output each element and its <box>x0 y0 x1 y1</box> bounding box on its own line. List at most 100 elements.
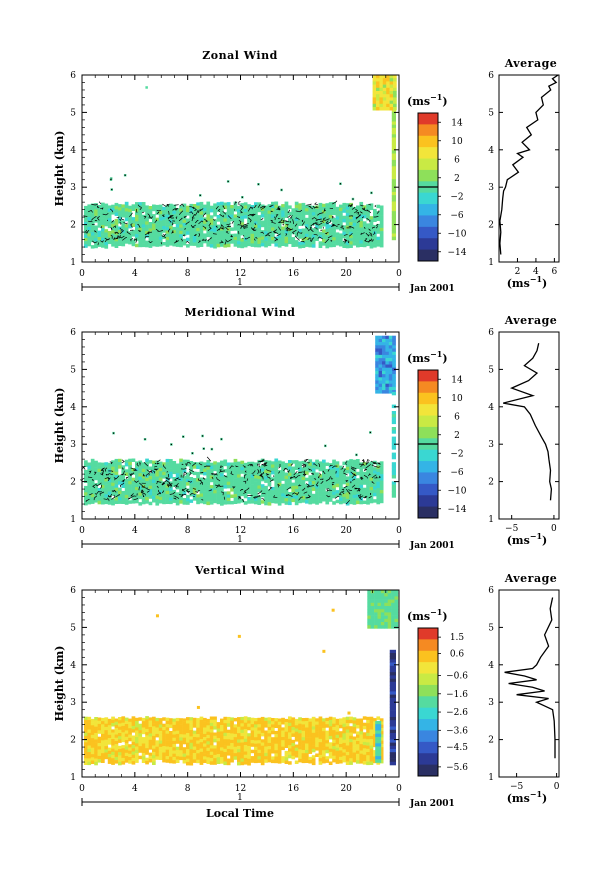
heatmap-cell <box>135 221 139 225</box>
heatmap-cell <box>118 726 122 731</box>
heatmap-cell <box>104 216 109 220</box>
heatmap-cell <box>209 754 214 759</box>
heatmap-cell <box>257 227 262 232</box>
contour-line <box>173 477 179 481</box>
contour-line <box>215 205 219 210</box>
heatmap-cell <box>196 212 200 216</box>
contour-line <box>277 483 280 488</box>
heatmap-cell <box>375 756 382 760</box>
heatmap-cell <box>118 490 122 495</box>
heatmap-cell <box>332 491 336 496</box>
contour-line <box>361 207 366 210</box>
heatmap-cell <box>267 217 272 221</box>
heatmap-cell <box>165 211 170 215</box>
contour-line <box>112 225 116 228</box>
heatmap-cell <box>335 757 340 761</box>
contour-line <box>119 218 122 221</box>
contour-line <box>295 217 300 220</box>
contour-line <box>332 465 338 469</box>
heatmap-cell <box>152 719 156 724</box>
heatmap-cell <box>267 752 272 756</box>
heatmap-cell <box>220 201 224 206</box>
heatmap-cell <box>376 81 380 85</box>
contour-line <box>147 213 150 219</box>
heatmap-cell <box>349 732 353 737</box>
heatmap-cell <box>145 481 149 485</box>
heatmap-cell <box>226 214 231 219</box>
heatmap-cell <box>366 204 370 208</box>
profile-x-tick-label: 2 <box>515 267 521 277</box>
heatmap-cell <box>114 458 119 463</box>
heatmap-cell <box>288 469 292 474</box>
heatmap-cell <box>393 87 397 92</box>
heatmap-cell <box>315 721 319 725</box>
heatmap-cell <box>345 225 350 230</box>
heatmap-cell <box>141 759 146 763</box>
heatmap-cell <box>135 727 139 731</box>
heatmap-cell <box>260 230 265 234</box>
contour-line <box>273 475 275 478</box>
heatmap-cell <box>237 477 241 482</box>
heatmap-cell <box>145 86 148 89</box>
heatmap-cell <box>264 498 268 503</box>
heatmap-cell <box>271 759 275 764</box>
heatmap-cell <box>230 205 234 209</box>
heatmap-cell <box>388 345 393 349</box>
heatmap-cell <box>385 342 390 346</box>
heatmap-cell <box>213 480 217 484</box>
heatmap-cell <box>322 235 326 240</box>
contour-line <box>252 226 256 231</box>
contour-line <box>85 498 90 503</box>
contour-line <box>243 224 248 227</box>
heatmap-cell <box>391 411 396 415</box>
heatmap-cell <box>97 500 102 505</box>
heatmap-cell <box>328 498 333 502</box>
heatmap-cell <box>172 233 177 237</box>
heatmap-cell <box>209 729 214 733</box>
heatmap-cell <box>135 218 139 222</box>
heatmap-cell <box>393 100 397 105</box>
heatmap-cell <box>369 467 374 472</box>
heatmap-cell <box>192 724 197 728</box>
heatmap-cell <box>356 211 360 216</box>
heatmap-cell <box>349 465 353 469</box>
heatmap-cell <box>220 760 224 764</box>
heatmap-cell <box>359 201 364 206</box>
heatmap-cell <box>391 163 396 167</box>
heatmap-cell <box>118 478 122 482</box>
heatmap-cell <box>223 478 228 483</box>
heatmap-cell <box>101 737 105 741</box>
heatmap-cell <box>391 214 396 218</box>
heatmap-cell <box>301 740 306 744</box>
heatmap-cell <box>131 735 136 739</box>
heatmap-cell <box>138 733 143 737</box>
heatmap-cell <box>294 501 299 506</box>
profile-unit-sup: −1 <box>530 531 542 541</box>
heatmap-cell <box>152 463 156 468</box>
heatmap-cell <box>233 462 238 466</box>
heatmap-cell <box>233 746 238 751</box>
heatmap-cell <box>294 230 299 234</box>
heatmap-cell <box>169 737 173 741</box>
heatmap-cell <box>379 467 384 472</box>
heatmap-cell <box>387 622 392 626</box>
heatmap-cell <box>391 217 396 221</box>
contour-line <box>250 206 253 210</box>
heatmap-cell <box>138 237 143 241</box>
heatmap-cell <box>172 236 177 240</box>
heatmap-cell <box>101 465 105 470</box>
heatmap-cell <box>94 720 98 724</box>
heatmap-cell <box>345 729 350 733</box>
heatmap-cell <box>379 756 384 761</box>
heatmap-cell <box>216 484 221 489</box>
heatmap-cell <box>373 740 377 744</box>
heatmap-cell <box>369 225 374 230</box>
heatmap-cell <box>138 476 143 480</box>
heatmap-cell <box>165 736 170 741</box>
heatmap-cell <box>240 720 245 724</box>
heatmap-cell <box>392 386 396 391</box>
heatmap-cell <box>308 468 313 473</box>
contour-line <box>297 467 300 470</box>
heatmap-cell <box>101 209 105 213</box>
heatmap-cell <box>332 469 336 473</box>
